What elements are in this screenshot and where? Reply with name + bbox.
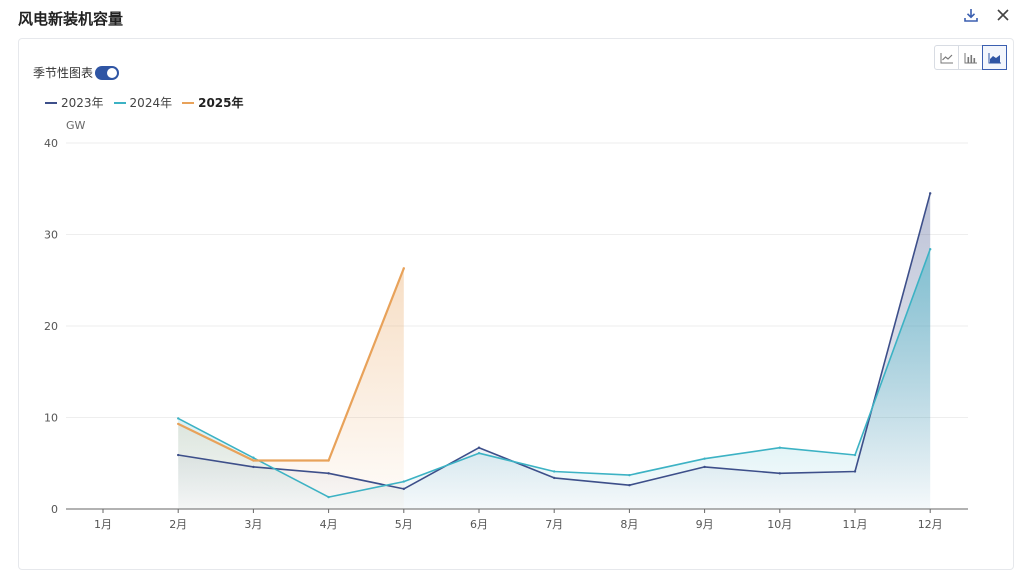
legend-swatch-2023 — [45, 101, 57, 104]
data-point-2023年[interactable] — [778, 472, 781, 475]
download-icon[interactable] — [962, 6, 980, 24]
data-point-2025年[interactable] — [402, 267, 405, 270]
legend-item-2024[interactable]: 2024年 — [113, 94, 173, 111]
data-point-2023年[interactable] — [929, 192, 932, 195]
legend-label-2025: 2025年 — [198, 96, 244, 110]
legend-swatch-2024 — [113, 101, 126, 104]
data-point-2024年[interactable] — [778, 446, 781, 449]
data-point-2023年[interactable] — [177, 453, 180, 457]
data-point-2024年[interactable] — [327, 495, 330, 499]
data-point-2024年[interactable] — [252, 456, 255, 459]
data-point-2024年[interactable] — [703, 457, 706, 460]
data-point-2023年[interactable] — [628, 484, 631, 487]
x-tick-label: 1月 — [94, 518, 112, 531]
y-unit-label: GW — [66, 119, 86, 132]
data-point-2023年[interactable] — [402, 487, 405, 491]
x-tick-label: 6月 — [470, 518, 488, 531]
chart-title: 风电新装机容量 — [18, 10, 124, 28]
y-tick-label: 30 — [44, 229, 58, 242]
toggle-knob — [107, 67, 118, 78]
y-tick-label: 10 — [44, 412, 58, 425]
seasonal-toggle[interactable] — [95, 65, 120, 80]
series-line-2023年[interactable] — [178, 193, 931, 490]
x-tick-label: 4月 — [320, 518, 338, 531]
x-tick-label: 5月 — [395, 518, 413, 531]
line-chart-icon[interactable] — [935, 46, 959, 69]
data-point-2023年[interactable] — [853, 470, 857, 473]
data-point-2025年[interactable] — [327, 459, 330, 462]
data-point-2024年[interactable] — [929, 247, 932, 251]
data-point-2024年[interactable] — [477, 451, 481, 455]
legend-label-2024: 2024年 — [129, 96, 173, 110]
legend-item-2025[interactable]: 2025年 — [182, 94, 244, 111]
data-point-2023年[interactable] — [703, 465, 706, 469]
chart-legend: 2023年 2024年 2025年 — [45, 94, 244, 111]
close-icon[interactable] — [994, 6, 1012, 24]
seasonal-label: 季节性图表 — [33, 66, 94, 80]
data-point-2023年[interactable] — [252, 465, 255, 469]
data-point-2024年[interactable] — [628, 473, 631, 477]
legend-item-2023[interactable]: 2023年 — [45, 94, 104, 111]
chart-view-switch — [934, 45, 1007, 70]
legend-swatch-2025 — [182, 101, 195, 104]
x-tick-label: 7月 — [545, 518, 563, 531]
series-line-2025年[interactable] — [177, 267, 405, 462]
y-tick-label: 20 — [44, 320, 58, 333]
x-tick-label: 2月 — [169, 518, 187, 531]
data-point-2023年[interactable] — [553, 476, 556, 480]
data-point-2024年[interactable] — [177, 417, 180, 420]
x-tick-label: 11月 — [843, 518, 868, 531]
data-point-2024年[interactable] — [402, 480, 405, 483]
seasonal-toggle-row: 季节性图表 — [33, 64, 120, 81]
data-point-2025年[interactable] — [177, 422, 180, 426]
data-point-2024年[interactable] — [853, 453, 857, 457]
data-point-2025年[interactable] — [252, 459, 255, 462]
header-actions — [962, 6, 1012, 24]
legend-label-2023: 2023年 — [61, 96, 104, 110]
y-tick-label: 0 — [51, 503, 58, 516]
x-tick-label: 3月 — [244, 518, 262, 531]
x-tick-label: 8月 — [620, 518, 638, 531]
x-tick-label: 9月 — [696, 518, 714, 531]
x-tick-label: 12月 — [918, 518, 943, 531]
seasonal-area-chart: GW 0 10 20 30 40 1月 2月 3月 4月 5月 6月 7月 8月 9月 10月 11月 12月 — [44, 119, 968, 531]
series-area-2025年 — [178, 268, 404, 509]
area-chart-icon[interactable] — [982, 45, 1007, 70]
data-point-2024年[interactable] — [553, 470, 556, 473]
y-tick-label: 40 — [44, 137, 58, 150]
x-tick-label: 10月 — [767, 518, 792, 531]
data-point-2023年[interactable] — [327, 472, 330, 475]
data-point-2023年[interactable] — [477, 446, 481, 449]
